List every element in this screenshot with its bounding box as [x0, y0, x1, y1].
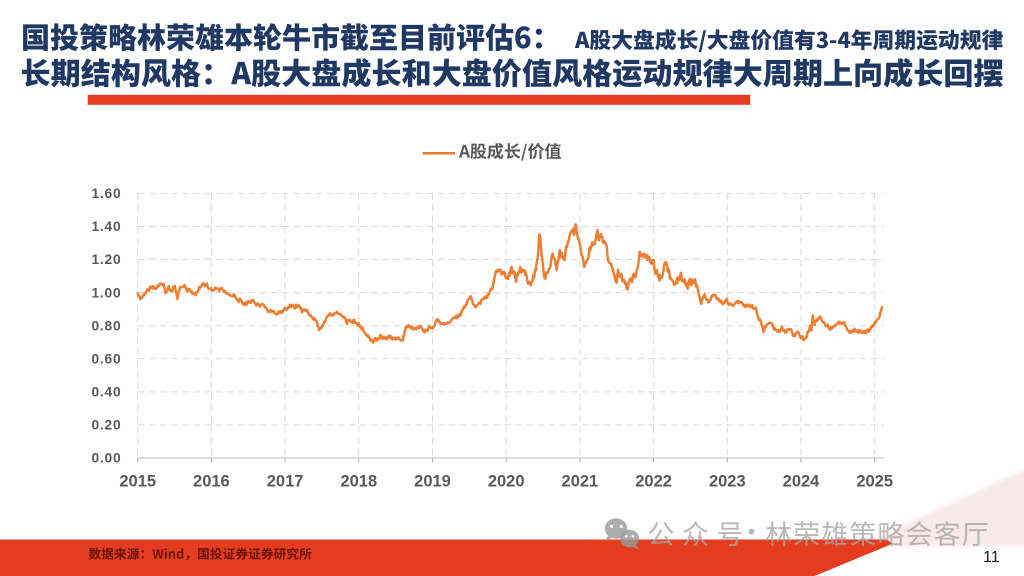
- svg-text:2023: 2023: [709, 473, 746, 491]
- svg-text:0.20: 0.20: [91, 418, 121, 433]
- svg-text:1.40: 1.40: [91, 219, 121, 234]
- svg-text:0.80: 0.80: [91, 318, 121, 333]
- svg-text:2020: 2020: [488, 473, 525, 491]
- svg-text:2015: 2015: [119, 473, 156, 491]
- svg-text:2019: 2019: [414, 473, 451, 491]
- svg-text:2022: 2022: [635, 473, 672, 491]
- svg-text:1.60: 1.60: [91, 186, 121, 201]
- svg-text:0.40: 0.40: [91, 385, 121, 400]
- svg-text:2024: 2024: [783, 473, 821, 491]
- svg-text:0.60: 0.60: [91, 352, 121, 367]
- svg-text:11: 11: [983, 549, 1000, 566]
- svg-text:2017: 2017: [267, 473, 304, 491]
- svg-text:2016: 2016: [193, 473, 230, 491]
- svg-text:2021: 2021: [562, 473, 599, 491]
- svg-text:2025: 2025: [856, 473, 893, 491]
- svg-text:1.20: 1.20: [91, 252, 121, 267]
- svg-text:0.00: 0.00: [91, 451, 121, 466]
- svg-text:1.00: 1.00: [91, 285, 121, 300]
- svg-text:2018: 2018: [340, 473, 377, 491]
